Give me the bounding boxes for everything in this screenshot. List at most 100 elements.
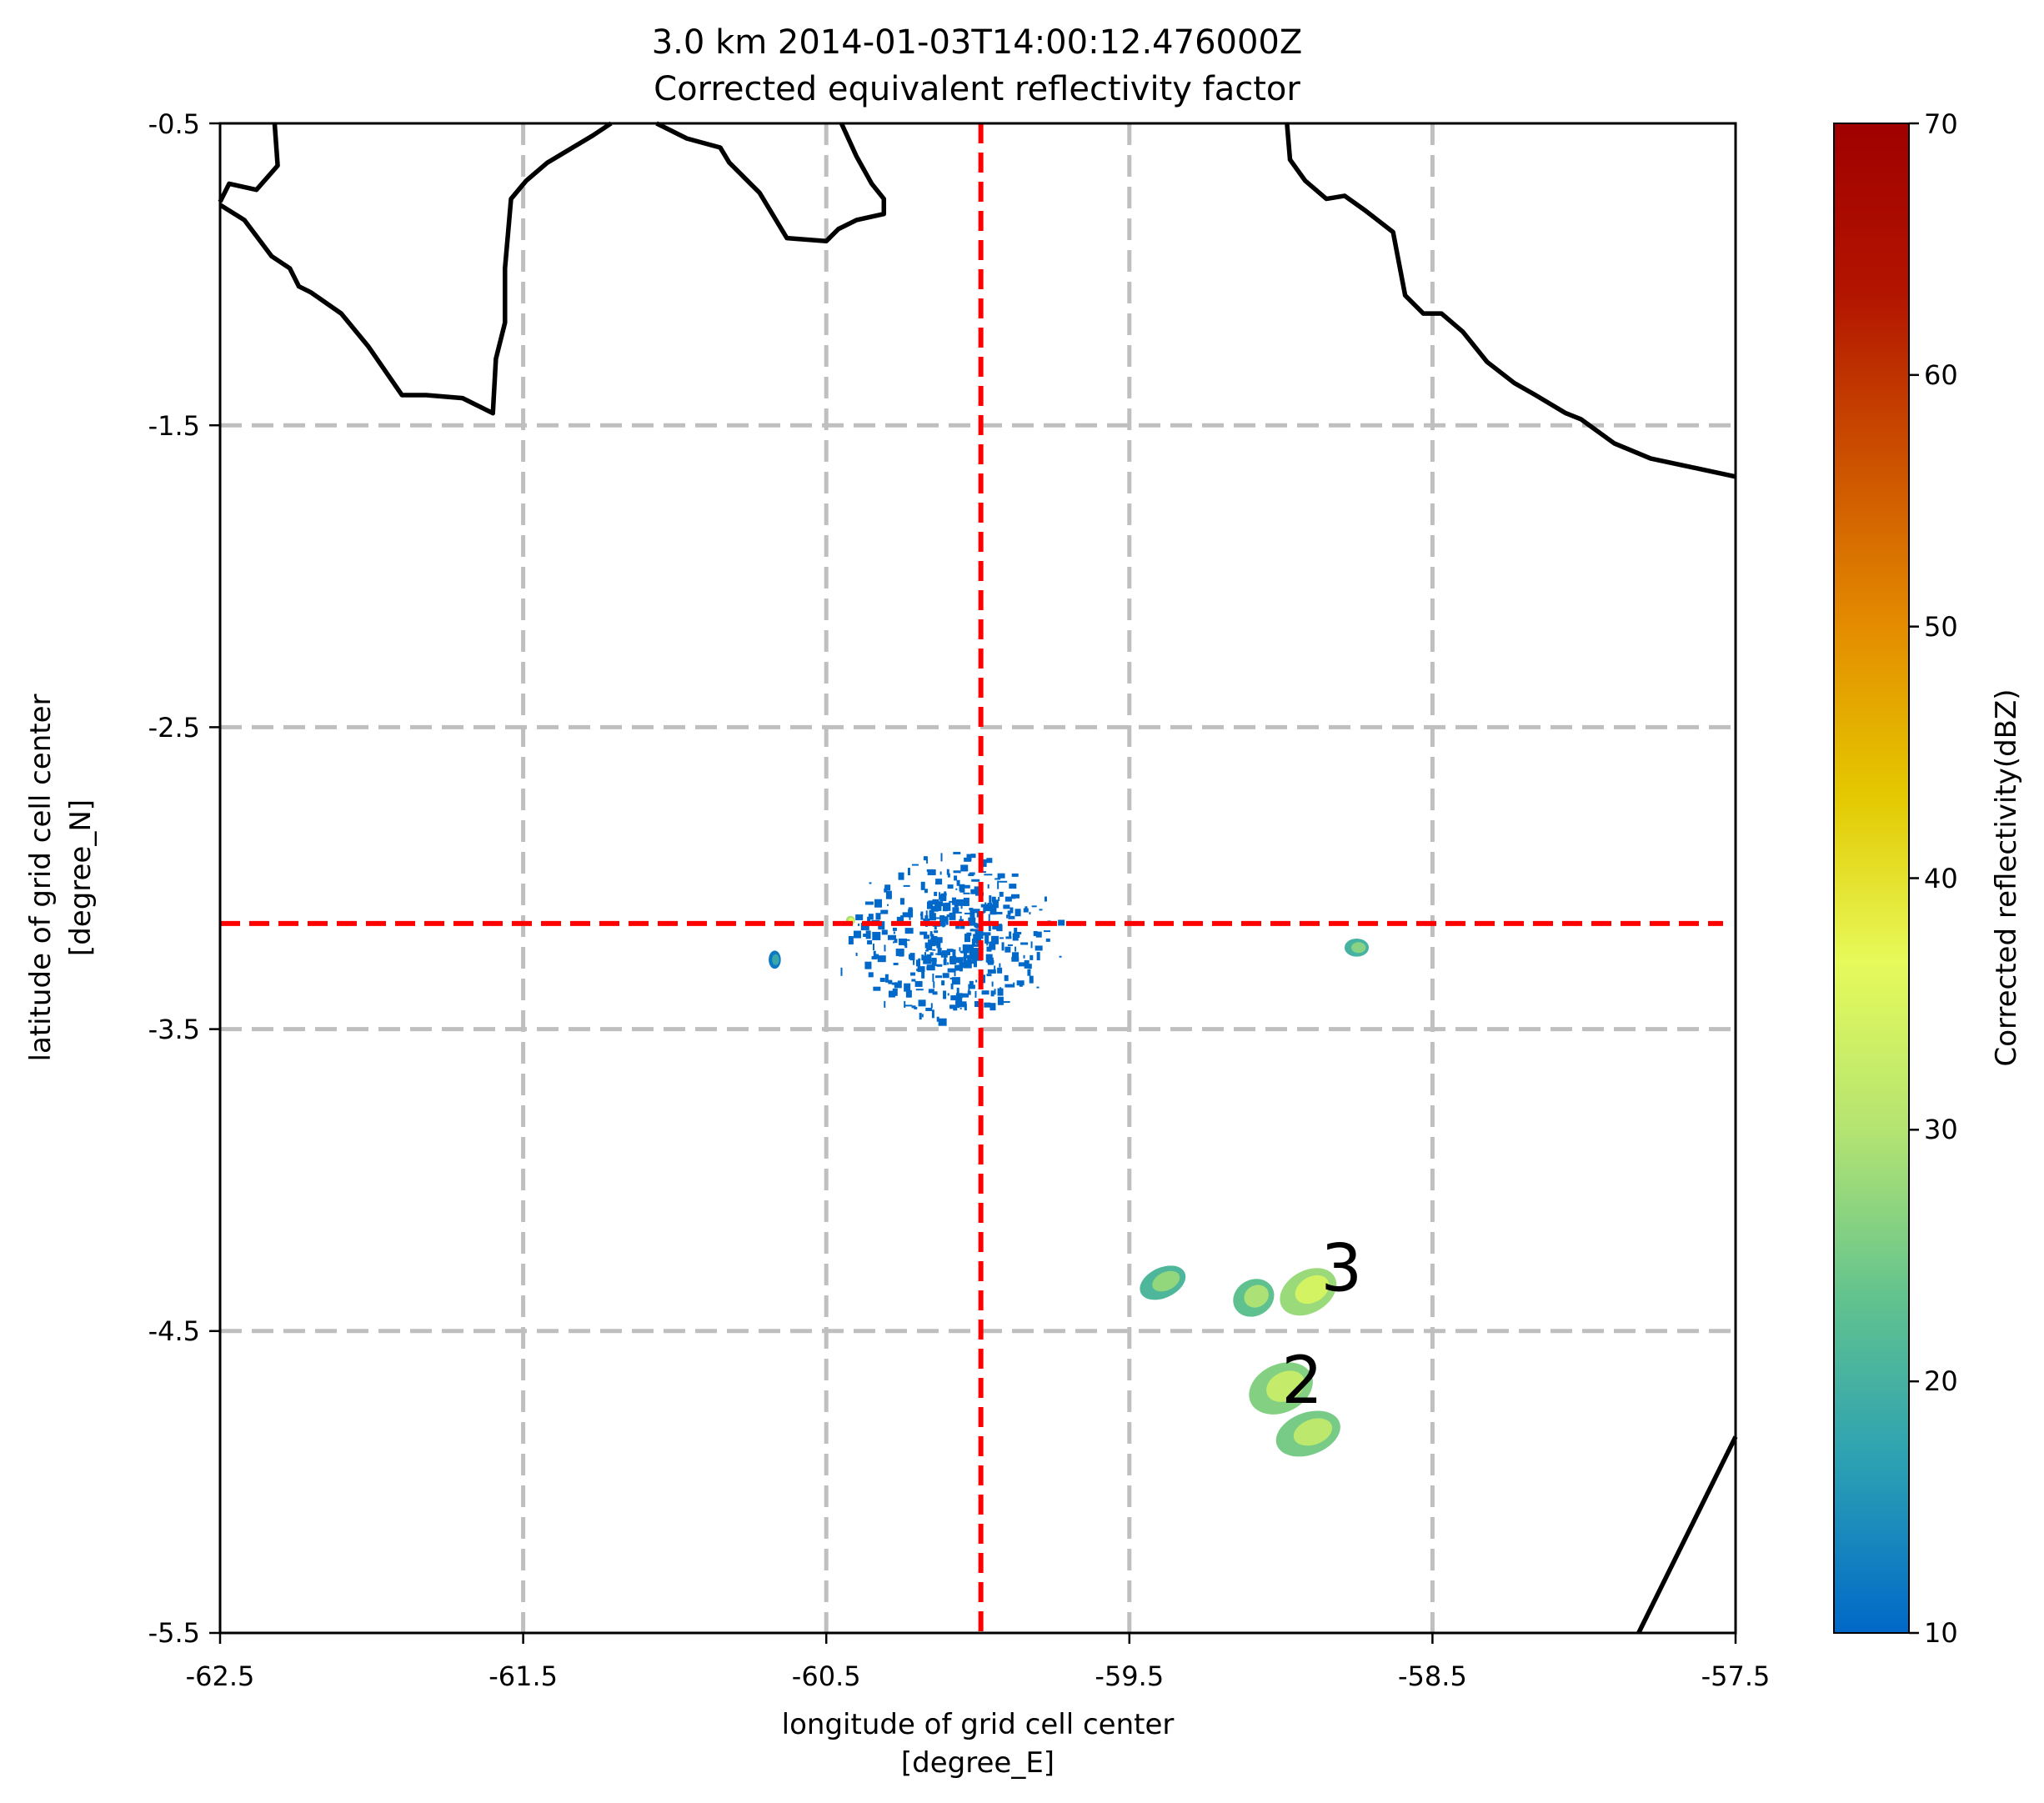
clutter-pixel bbox=[934, 917, 943, 919]
colorbar-label: Corrected reflectivity(dBZ) bbox=[1990, 689, 2023, 1066]
colorbar-tick-label: 10 bbox=[1924, 1617, 1958, 1649]
clutter-pixel bbox=[963, 897, 969, 906]
clutter-pixel bbox=[868, 972, 874, 978]
clutter-pixel bbox=[891, 982, 900, 985]
clutter-pixel bbox=[971, 944, 980, 947]
clutter-pixel bbox=[939, 921, 944, 925]
clutter-pixel bbox=[884, 1000, 886, 1008]
clutter-pixel bbox=[974, 990, 977, 998]
clutter-pixel bbox=[932, 899, 939, 903]
clutter-pixel bbox=[974, 924, 982, 927]
clutter-pixel bbox=[1001, 942, 1004, 951]
clutter-pixel bbox=[956, 996, 963, 1002]
clutter-pixel bbox=[988, 925, 991, 932]
clutter-pixel bbox=[895, 949, 904, 957]
storm-cell bbox=[1275, 1410, 1340, 1457]
clutter-pixel bbox=[897, 980, 902, 984]
clutter-pixel bbox=[936, 1016, 939, 1022]
clutter-pixel bbox=[1029, 975, 1034, 984]
clutter-pixel bbox=[942, 973, 949, 979]
clutter-pixel bbox=[946, 914, 954, 918]
x-axis-unit: [degree_E] bbox=[901, 1746, 1055, 1780]
clutter-pixel bbox=[956, 879, 960, 886]
colorbar-tick-label: 20 bbox=[1924, 1365, 1958, 1397]
clutter-pixel bbox=[947, 884, 954, 889]
clutter-pixel bbox=[875, 913, 881, 920]
clutter-pixel bbox=[983, 932, 991, 936]
clutter-pixel bbox=[1031, 905, 1037, 908]
clutter-pixel bbox=[934, 937, 943, 944]
clutter-pixel bbox=[987, 969, 996, 974]
clutter-pixel bbox=[929, 909, 934, 918]
clutter-pixel bbox=[858, 923, 860, 926]
reflectivity-cells bbox=[769, 851, 1370, 1457]
clutter-pixel bbox=[952, 907, 959, 914]
storm-cell bbox=[1280, 1268, 1337, 1316]
clutter-pixel bbox=[991, 981, 994, 987]
clutter-pixel bbox=[939, 871, 942, 875]
clutter-pixel bbox=[997, 996, 1004, 1005]
clutter-pixel bbox=[1039, 909, 1043, 911]
clutter-pixel bbox=[924, 952, 926, 959]
x-tick-label: -57.5 bbox=[1701, 1660, 1771, 1692]
clutter-pixel bbox=[930, 1003, 933, 1009]
clutter-pixel bbox=[983, 974, 986, 984]
clutter-pixel bbox=[929, 941, 933, 947]
clutter-pixel bbox=[972, 939, 978, 944]
y-axis-label: latitude of grid cell center bbox=[24, 694, 58, 1062]
clutter-pixel bbox=[1036, 986, 1040, 989]
clutter-pixel bbox=[969, 980, 974, 987]
clutter-pixel bbox=[1030, 954, 1034, 960]
clutter-pixel bbox=[928, 900, 936, 905]
clutter-pixel bbox=[960, 903, 963, 909]
clutter-pixel bbox=[1044, 896, 1047, 902]
clutter-pixel bbox=[954, 957, 964, 964]
clutter-pixel bbox=[957, 967, 959, 970]
clutter-pixel bbox=[904, 928, 914, 934]
clutter-pixel bbox=[987, 903, 993, 908]
clutter-pixel bbox=[911, 979, 916, 982]
clutter-pixel bbox=[1013, 982, 1015, 988]
clutter-pixel bbox=[956, 987, 959, 994]
clutter-pixel bbox=[1033, 930, 1038, 936]
clutter-pixel bbox=[919, 913, 922, 916]
clutter-pixel bbox=[926, 964, 935, 971]
clutter-pixel bbox=[924, 949, 929, 952]
clutter-pixel bbox=[952, 949, 956, 958]
clutter-pixel bbox=[968, 917, 976, 926]
clutter-pixel bbox=[964, 912, 973, 914]
clutter-pixel bbox=[984, 934, 989, 944]
clutter-pixel bbox=[940, 853, 943, 862]
clutter-pixel bbox=[967, 990, 971, 995]
clutter-pixel bbox=[1044, 930, 1051, 933]
clutter-pixel bbox=[963, 884, 970, 889]
clutter-pixel bbox=[1029, 912, 1031, 915]
clutter-pixel bbox=[967, 944, 974, 951]
storm-cell bbox=[1344, 938, 1370, 957]
clutter-pixel bbox=[900, 915, 904, 924]
x-axis: -62.5 -61.5 -60.5 -59.5 -58.5 -57.5 long… bbox=[186, 1633, 1771, 1780]
clutter-pixel bbox=[959, 962, 964, 969]
clutter-pixel bbox=[1035, 931, 1042, 938]
clutter-pixel bbox=[988, 914, 990, 922]
clutter-pixel bbox=[934, 939, 938, 943]
clutter-pixel bbox=[967, 954, 972, 964]
clutter-pixel bbox=[974, 886, 982, 894]
clutter-pixel bbox=[879, 978, 885, 983]
clutter-pixel bbox=[994, 965, 996, 973]
colorbar: 10 20 30 40 50 60 70 Corrected reflectiv… bbox=[1833, 108, 2023, 1649]
clutter-pixel bbox=[999, 880, 1008, 883]
clutter-pixel bbox=[909, 914, 911, 920]
clutter-pixel bbox=[864, 901, 874, 905]
y-tick-label: -4.5 bbox=[148, 1315, 200, 1347]
clutter-pixel bbox=[955, 888, 958, 890]
clutter-pixel bbox=[934, 926, 937, 930]
clutter-pixel bbox=[1020, 942, 1029, 945]
clutter-pixel bbox=[995, 924, 1002, 931]
clutter-pixel bbox=[1010, 894, 1019, 899]
clutter-pixel bbox=[963, 959, 972, 969]
clutter-pixel bbox=[1009, 907, 1014, 914]
clutter-pixel bbox=[884, 974, 889, 983]
clutter-pixel bbox=[904, 983, 911, 992]
clutter-pixel bbox=[926, 954, 932, 959]
